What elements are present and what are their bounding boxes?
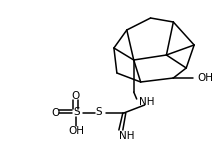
- Text: S: S: [73, 107, 80, 117]
- Text: O: O: [71, 91, 79, 101]
- Text: NH: NH: [119, 131, 135, 141]
- Text: NH: NH: [139, 97, 154, 107]
- Text: S: S: [96, 107, 102, 117]
- Text: O: O: [51, 108, 60, 118]
- Text: OH: OH: [68, 126, 84, 136]
- Text: OH: OH: [197, 73, 213, 83]
